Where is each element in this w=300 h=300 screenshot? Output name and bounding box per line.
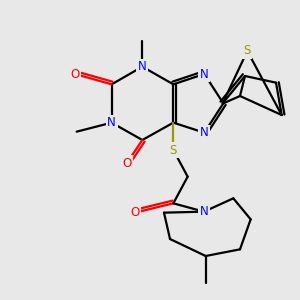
Text: S: S [243,44,250,58]
Text: O: O [130,206,140,219]
Text: O: O [122,157,131,170]
Text: N: N [200,126,209,139]
Text: O: O [70,68,80,80]
Text: N: N [107,116,116,129]
Text: N: N [200,68,209,80]
Text: S: S [169,143,177,157]
Text: N: N [138,60,147,73]
Text: S: S [169,143,177,157]
Text: N: N [200,205,208,218]
